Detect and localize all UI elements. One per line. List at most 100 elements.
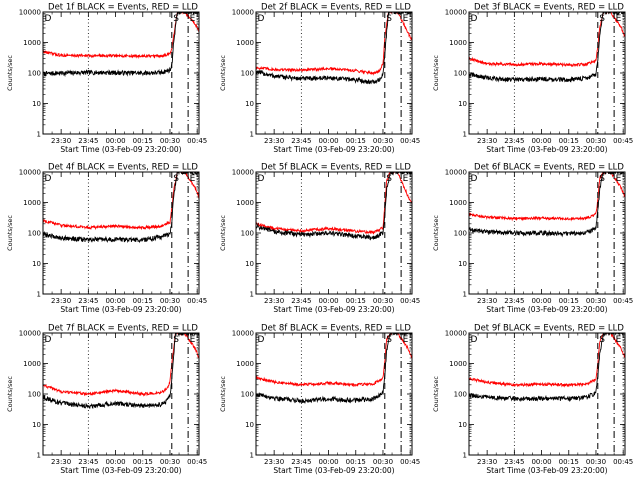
y-tick-label: 10000: [19, 9, 41, 17]
marker-label-D: D: [471, 14, 478, 24]
x-tick-label: 00:00: [105, 458, 125, 466]
x-tick-label: 23:45: [78, 297, 98, 305]
chart-title: Det 4f BLACK = Events, RED = LLD: [48, 163, 198, 173]
x-tick-label: 00:30: [160, 297, 180, 305]
x-axis-label: Start Time (03-Feb-09 23:20:00): [273, 305, 394, 314]
marker-label-S: S: [386, 14, 392, 24]
chart-title: Det 9f BLACK = Events, RED = LLD: [474, 324, 624, 334]
x-tick-label: 00:15: [346, 137, 366, 145]
y-tick-label: 10000: [232, 330, 254, 338]
x-axis-label: Start Time (03-Feb-09 23:20:00): [486, 305, 607, 314]
y-tick-label: 1: [37, 452, 41, 460]
x-tick-label: 00:00: [318, 137, 338, 145]
x-axis-label: Start Time (03-Feb-09 23:20:00): [60, 466, 181, 475]
x-tick-label: 00:15: [346, 458, 366, 466]
y-axis-label: Counts/sec: [219, 376, 227, 412]
y-axis-label: Counts/sec: [6, 215, 14, 251]
marker-label-E: E: [616, 174, 622, 184]
plot-frame: [255, 171, 413, 295]
y-tick-label: 1000: [23, 199, 41, 207]
y-tick-label: 1000: [23, 360, 41, 368]
y-tick-label: 1000: [449, 39, 467, 47]
x-axis-label: Start Time (03-Feb-09 23:20:00): [486, 145, 607, 154]
x-tick-label: 23:30: [477, 137, 497, 145]
plot-frame: [42, 171, 200, 295]
y-tick-label: 10: [458, 100, 467, 108]
series-lld-line: [256, 12, 412, 76]
series-lld-line: [43, 333, 199, 397]
y-tick-label: 10: [245, 100, 254, 108]
y-tick-label: 1000: [23, 39, 41, 47]
marker-label-S: S: [599, 335, 605, 345]
series-lld-line: [469, 172, 625, 222]
x-tick-label: 00:15: [559, 297, 579, 305]
series-events-line: [43, 333, 199, 410]
y-tick-label: 10000: [445, 169, 467, 177]
marker-label-D: D: [471, 174, 478, 184]
x-axis-label: Start Time (03-Feb-09 23:20:00): [60, 145, 181, 154]
y-tick-label: 100: [28, 391, 41, 399]
x-tick-label: 00:45: [187, 137, 207, 145]
series-events-line: [43, 12, 199, 78]
plot-frame: [255, 11, 413, 135]
x-tick-label: 00:45: [613, 297, 633, 305]
marker-label-S: S: [386, 174, 392, 184]
y-tick-label: 1: [37, 131, 41, 139]
y-tick-label: 10: [245, 260, 254, 268]
x-tick-label: 23:30: [264, 458, 284, 466]
series-events-line: [256, 172, 412, 241]
marker-label-D: D: [45, 174, 52, 184]
y-tick-label: 100: [241, 230, 254, 238]
x-tick-label: 23:30: [51, 297, 71, 305]
y-tick-label: 10: [32, 260, 41, 268]
x-tick-label: 23:30: [51, 458, 71, 466]
x-tick-label: 00:45: [187, 297, 207, 305]
marker-label-D: D: [45, 335, 52, 345]
series-events-line: [469, 12, 625, 83]
y-tick-label: 1000: [449, 199, 467, 207]
y-tick-label: 1: [250, 452, 254, 460]
series-lld-line: [469, 333, 625, 388]
y-tick-label: 10000: [445, 9, 467, 17]
chart-title: Det 5f BLACK = Events, RED = LLD: [261, 163, 411, 173]
series-events-line: [43, 172, 199, 244]
x-tick-label: 00:15: [133, 458, 153, 466]
y-tick-label: 10: [458, 260, 467, 268]
x-tick-label: 23:45: [504, 297, 524, 305]
y-tick-label: 1000: [449, 360, 467, 368]
x-tick-label: 00:00: [318, 297, 338, 305]
marker-label-S: S: [173, 335, 179, 345]
x-tick-label: 00:45: [613, 458, 633, 466]
y-tick-label: 10000: [232, 9, 254, 17]
chart-title: Det 7f BLACK = Events, RED = LLD: [48, 324, 198, 334]
y-tick-label: 100: [28, 70, 41, 78]
series-lld-line: [469, 12, 625, 68]
marker-label-E: E: [190, 174, 196, 184]
x-tick-label: 23:45: [291, 137, 311, 145]
marker-label-S: S: [173, 14, 179, 24]
series-lld-line: [43, 12, 199, 59]
marker-label-E: E: [616, 14, 622, 24]
y-axis-label: Counts/sec: [6, 376, 14, 412]
x-tick-label: 00:00: [318, 458, 338, 466]
x-tick-label: 00:00: [531, 137, 551, 145]
x-tick-label: 00:45: [187, 458, 207, 466]
x-tick-label: 23:45: [78, 137, 98, 145]
y-tick-label: 10: [245, 421, 254, 429]
marker-label-D: D: [258, 335, 265, 345]
series-events-line: [256, 12, 412, 85]
y-tick-label: 10: [458, 421, 467, 429]
marker-label-E: E: [616, 335, 622, 345]
y-tick-label: 10000: [445, 330, 467, 338]
marker-label-D: D: [45, 14, 52, 24]
y-axis-label: Counts/sec: [432, 215, 440, 251]
y-tick-label: 10000: [19, 330, 41, 338]
x-tick-label: 00:00: [531, 458, 551, 466]
